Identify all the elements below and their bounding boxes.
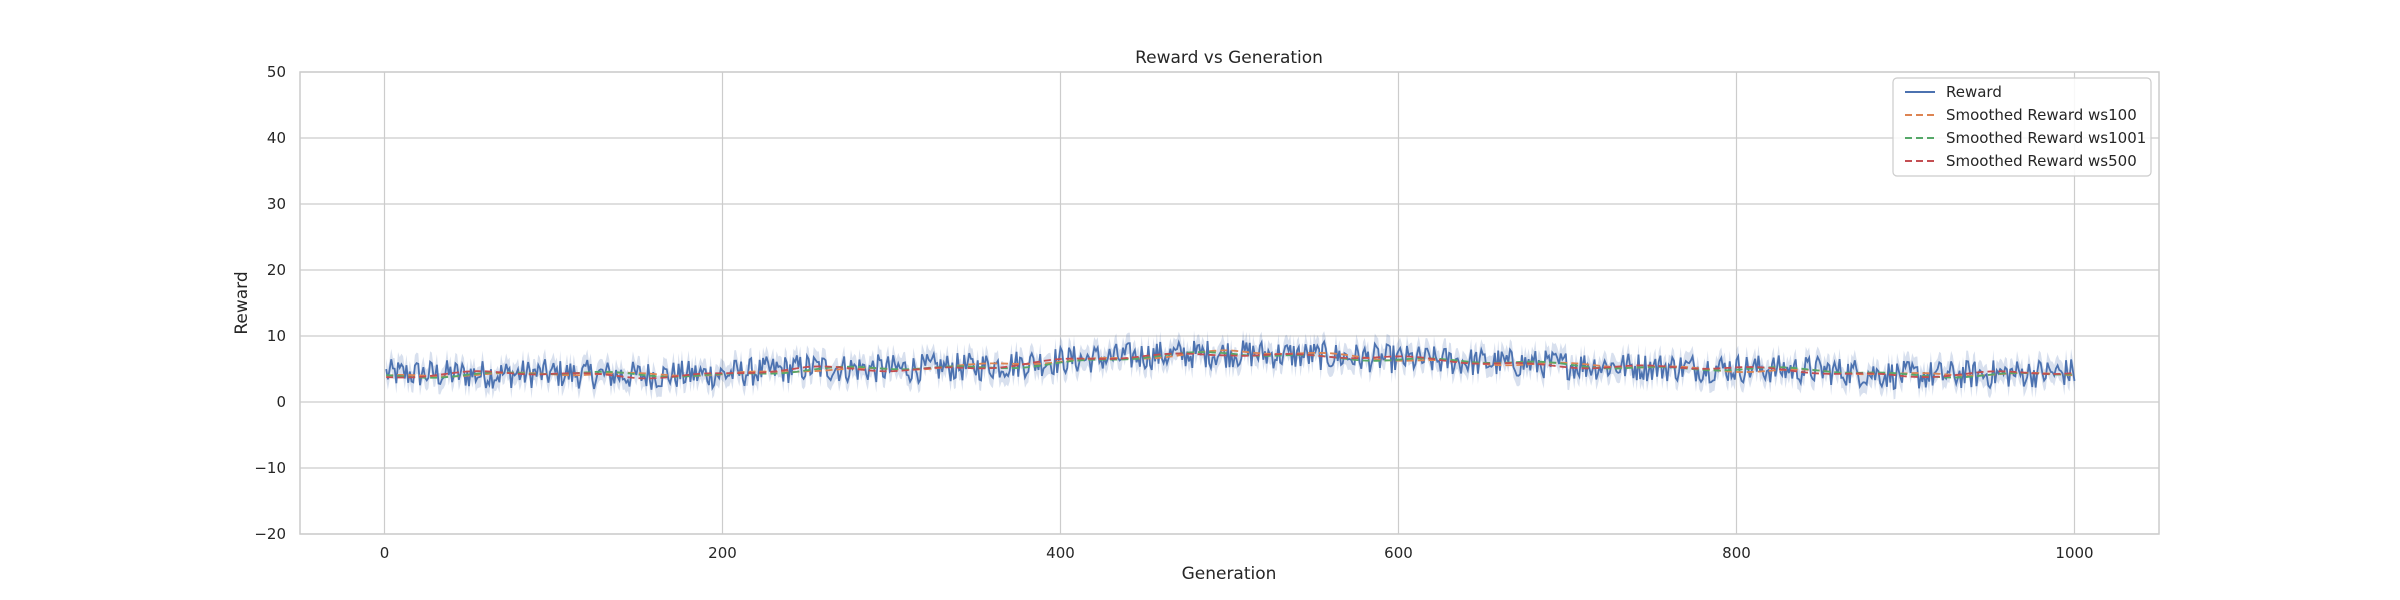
y-tick-label: 0 (276, 393, 286, 411)
chart-title: Reward vs Generation (1135, 48, 1323, 68)
y-axis-label: Reward (232, 271, 252, 334)
x-tick-label: 600 (1384, 544, 1413, 562)
x-axis-ticks: 0 200 400 600 800 1000 (380, 544, 2094, 562)
y-tick-label: 50 (267, 63, 286, 81)
y-tick-label: 10 (267, 327, 286, 345)
series-lines (385, 339, 2076, 392)
y-axis-ticks: −20 −10 0 10 20 30 40 50 (254, 63, 286, 543)
series-line-smoothed-reward-ws100 (386, 349, 2073, 378)
legend-items: Reward Smoothed Reward ws100 Smoothed Rewa… (1905, 83, 2146, 170)
x-axis-label: Generation (1182, 564, 1277, 584)
plot-frame (299, 71, 2160, 535)
y-tick-label: 20 (267, 261, 286, 279)
legend-label: Smoothed Reward ws100 (1946, 106, 2137, 124)
legend-label: Reward (1946, 83, 2002, 101)
x-tick-label: 800 (1722, 544, 1751, 562)
legend-label: Smoothed Reward ws500 (1946, 152, 2137, 170)
legend-box (1892, 77, 2152, 177)
y-tick-label: 40 (267, 129, 286, 147)
y-tick-label: −20 (254, 525, 286, 543)
legend-label: Smoothed Reward ws1001 (1946, 129, 2146, 147)
series-line-smoothed-reward-ws500 (386, 352, 2073, 380)
y-tick-label: −10 (254, 459, 286, 477)
x-tick-label: 400 (1046, 544, 1075, 562)
y-tick-label: 30 (267, 195, 286, 213)
x-tick-label: 200 (708, 544, 737, 562)
legend: Reward Smoothed Reward ws100 Smoothed Rewa… (1892, 77, 2152, 177)
x-tick-label: 1000 (2055, 544, 2093, 562)
grid-lines (300, 71, 2159, 535)
x-tick-label: 0 (380, 544, 390, 562)
